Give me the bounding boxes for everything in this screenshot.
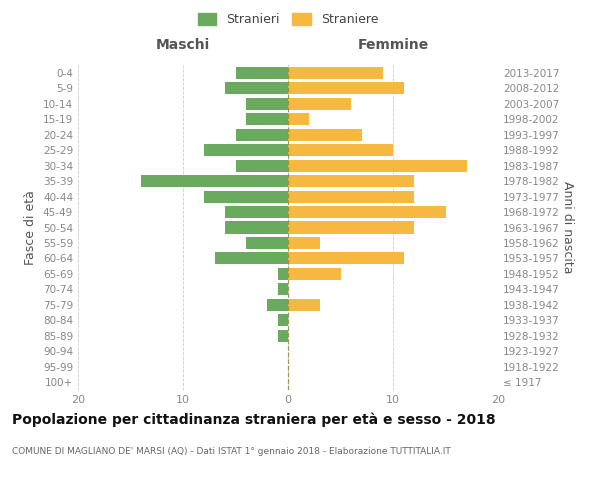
- Bar: [288, 98, 351, 110]
- Bar: [204, 190, 288, 202]
- Bar: [246, 237, 288, 249]
- Bar: [277, 268, 288, 280]
- Y-axis label: Fasce di età: Fasce di età: [25, 190, 37, 265]
- Bar: [215, 252, 288, 264]
- Legend: Stranieri, Straniere: Stranieri, Straniere: [197, 13, 379, 26]
- Bar: [288, 222, 414, 234]
- Bar: [246, 98, 288, 110]
- Text: Femmine: Femmine: [358, 38, 428, 52]
- Bar: [277, 314, 288, 326]
- Bar: [288, 66, 383, 79]
- Bar: [288, 128, 361, 140]
- Bar: [246, 113, 288, 125]
- Bar: [235, 160, 288, 172]
- Bar: [225, 206, 288, 218]
- Bar: [288, 144, 393, 156]
- Bar: [277, 330, 288, 342]
- Bar: [204, 144, 288, 156]
- Bar: [288, 82, 404, 94]
- Bar: [267, 299, 288, 311]
- Bar: [225, 82, 288, 94]
- Bar: [288, 237, 320, 249]
- Bar: [277, 284, 288, 296]
- Bar: [225, 222, 288, 234]
- Bar: [288, 190, 414, 202]
- Y-axis label: Anni di nascita: Anni di nascita: [560, 181, 574, 274]
- Text: Popolazione per cittadinanza straniera per età e sesso - 2018: Popolazione per cittadinanza straniera p…: [12, 412, 496, 427]
- Bar: [288, 206, 445, 218]
- Text: COMUNE DI MAGLIANO DE' MARSI (AQ) - Dati ISTAT 1° gennaio 2018 - Elaborazione TU: COMUNE DI MAGLIANO DE' MARSI (AQ) - Dati…: [12, 448, 451, 456]
- Bar: [288, 268, 341, 280]
- Bar: [288, 299, 320, 311]
- Bar: [288, 160, 467, 172]
- Text: Maschi: Maschi: [156, 38, 210, 52]
- Bar: [235, 128, 288, 140]
- Bar: [235, 66, 288, 79]
- Bar: [288, 252, 404, 264]
- Bar: [141, 175, 288, 187]
- Bar: [288, 113, 309, 125]
- Bar: [288, 175, 414, 187]
